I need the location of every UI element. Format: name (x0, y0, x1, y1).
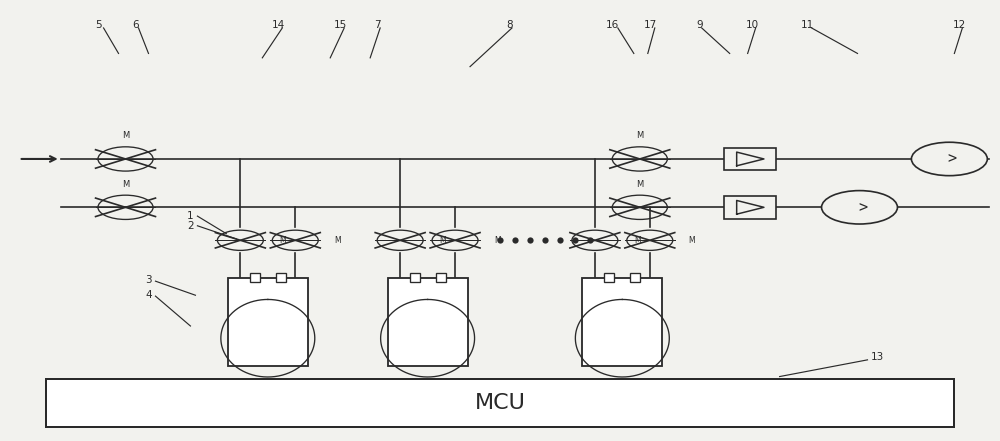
Bar (388, 278, 468, 366)
Text: M: M (122, 131, 129, 141)
Bar (724, 148, 776, 170)
Text: 12: 12 (953, 20, 966, 30)
Bar (250, 273, 260, 282)
Text: M: M (494, 236, 501, 245)
Text: 10: 10 (746, 20, 759, 30)
Text: 16: 16 (606, 20, 619, 30)
Text: 4: 4 (145, 290, 152, 300)
Bar (604, 273, 614, 282)
Bar (276, 273, 286, 282)
Text: 11: 11 (801, 20, 814, 30)
Text: 3: 3 (145, 275, 152, 285)
Text: 6: 6 (132, 20, 139, 30)
Text: 2: 2 (187, 221, 194, 231)
Bar (582, 278, 662, 366)
Text: 8: 8 (507, 20, 513, 30)
Text: MCU: MCU (475, 393, 525, 413)
Bar (724, 196, 776, 219)
Text: M: M (636, 131, 643, 141)
Text: M: M (636, 180, 643, 189)
Text: 5: 5 (95, 20, 102, 30)
Text: M: M (439, 236, 446, 245)
Bar (436, 273, 446, 282)
Bar (410, 273, 420, 282)
Text: 17: 17 (644, 20, 657, 30)
Text: >: > (858, 200, 867, 215)
Text: M: M (334, 236, 341, 245)
Bar (228, 278, 308, 366)
Circle shape (822, 191, 897, 224)
Text: M: M (689, 236, 695, 245)
Text: 15: 15 (334, 20, 347, 30)
Text: 1: 1 (187, 211, 194, 221)
Circle shape (911, 142, 987, 176)
Bar (630, 273, 640, 282)
Text: M: M (634, 236, 640, 245)
Text: 9: 9 (696, 20, 703, 30)
Text: M: M (279, 236, 286, 245)
Text: 13: 13 (871, 352, 884, 362)
Text: M: M (122, 180, 129, 189)
Bar (46, 379, 954, 427)
Text: 14: 14 (272, 20, 285, 30)
Text: 7: 7 (374, 20, 380, 30)
Text: >: > (948, 151, 957, 166)
